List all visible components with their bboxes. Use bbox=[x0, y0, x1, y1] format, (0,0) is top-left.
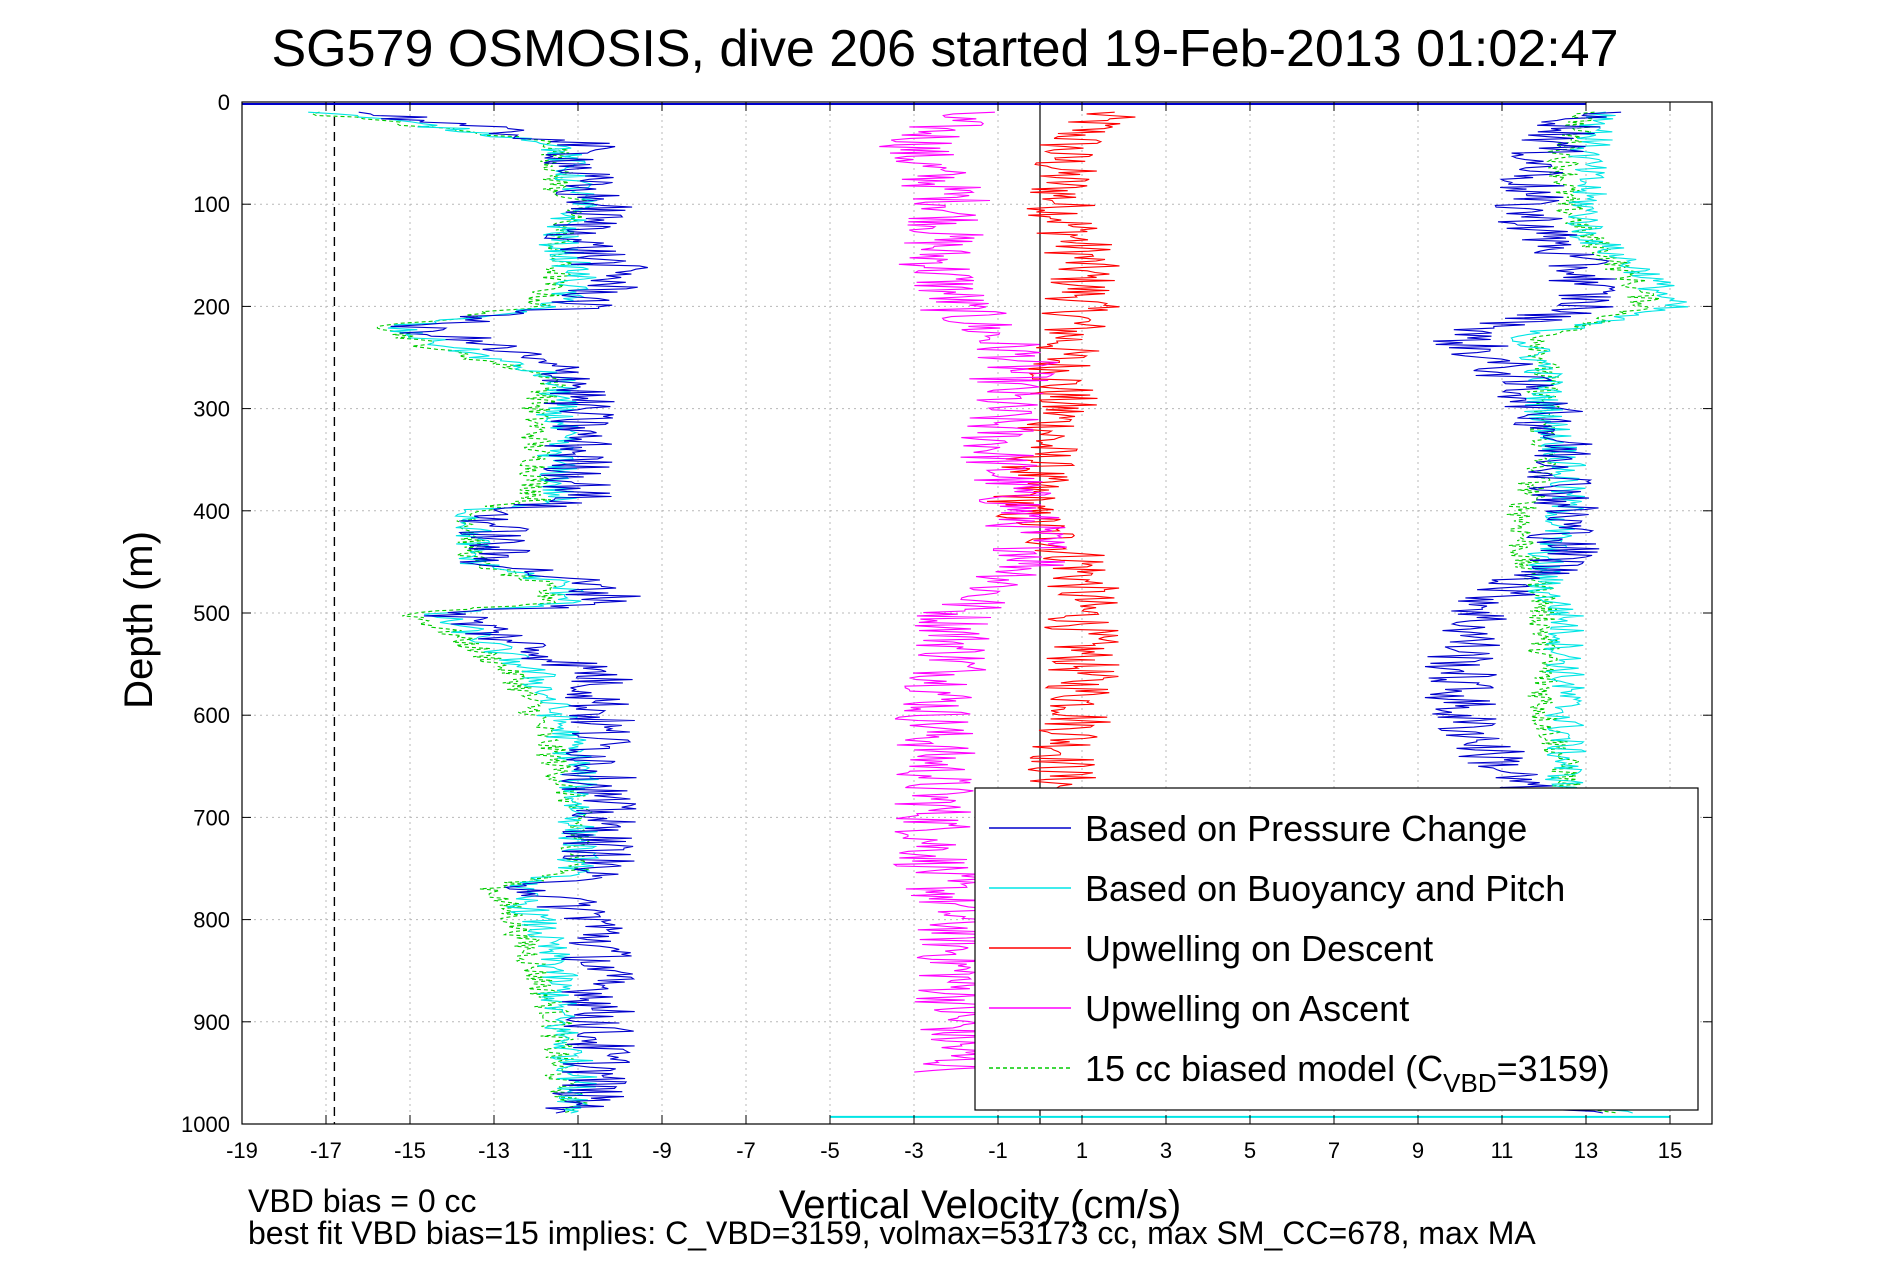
legend-entry-label: Upwelling on Ascent bbox=[1085, 988, 1409, 1029]
y-tick-label: 200 bbox=[193, 294, 230, 319]
y-tick-label: 800 bbox=[193, 908, 230, 933]
x-tick-label: 1 bbox=[1076, 1138, 1088, 1163]
legend-entry-label: Upwelling on Descent bbox=[1085, 928, 1433, 969]
x-tick-label: 11 bbox=[1491, 1138, 1514, 1163]
y-tick-label: 100 bbox=[193, 192, 230, 217]
series-upwelling-descent bbox=[986, 111, 1136, 818]
x-tick-label: 7 bbox=[1328, 1138, 1340, 1163]
chart-title: SG579 OSMOSIS, dive 206 started 19-Feb-2… bbox=[271, 20, 1618, 78]
y-tick-label: 900 bbox=[193, 1010, 230, 1035]
x-tick-label: -3 bbox=[904, 1138, 924, 1163]
best-fit-note: best fit VBD bias=15 implies: C_VBD=3159… bbox=[248, 1215, 1536, 1251]
x-tick-label: -9 bbox=[652, 1138, 672, 1163]
legend-entry-label: Based on Buoyancy and Pitch bbox=[1085, 868, 1565, 909]
x-tick-label: -17 bbox=[310, 1138, 342, 1163]
x-axis-title: Vertical Velocity (cm/s) bbox=[779, 1183, 1181, 1227]
x-tick-label: -1 bbox=[988, 1138, 1008, 1163]
y-axis-title: Depth (m) bbox=[117, 531, 161, 709]
x-tick-label: 5 bbox=[1244, 1138, 1256, 1163]
y-tick-label: 600 bbox=[193, 703, 230, 728]
legend-entry-label: Based on Pressure Change bbox=[1085, 808, 1527, 849]
y-tick-label: 1000 bbox=[181, 1112, 230, 1137]
x-tick-label: -11 bbox=[563, 1138, 593, 1163]
x-tick-label: -7 bbox=[736, 1138, 756, 1163]
vbd-bias-note: VBD bias = 0 cc bbox=[248, 1183, 477, 1219]
y-tick-label: 0 bbox=[218, 90, 230, 115]
series-pressure-descent bbox=[358, 111, 648, 1114]
y-tick-label: 500 bbox=[193, 601, 230, 626]
series-model-descent bbox=[311, 111, 595, 1114]
series-upwelling-ascent bbox=[879, 111, 1067, 1073]
x-tick-label: -5 bbox=[820, 1138, 840, 1163]
y-tick-label: 300 bbox=[193, 397, 230, 422]
ticks: -19 -17 -15 -13 -11 -9 -7 -5 -3 -1 1 3 5 7 9 11 13 150100… bbox=[181, 90, 1712, 1163]
legend-box bbox=[974, 787, 1699, 1111]
y-tick-label: 700 bbox=[193, 805, 230, 830]
y-tick-label: 400 bbox=[193, 499, 230, 524]
x-tick-label: -13 bbox=[478, 1138, 510, 1163]
x-tick-label: 9 bbox=[1412, 1138, 1424, 1163]
x-tick-label: 15 bbox=[1658, 1138, 1682, 1163]
x-tick-label: 3 bbox=[1160, 1138, 1172, 1163]
x-tick-label: -19 bbox=[226, 1138, 258, 1163]
x-tick-label: 13 bbox=[1574, 1138, 1598, 1163]
legend: Based on Pressure Change Based on Buoyanc… bbox=[974, 787, 1699, 1111]
x-tick-label: -15 bbox=[394, 1138, 426, 1163]
